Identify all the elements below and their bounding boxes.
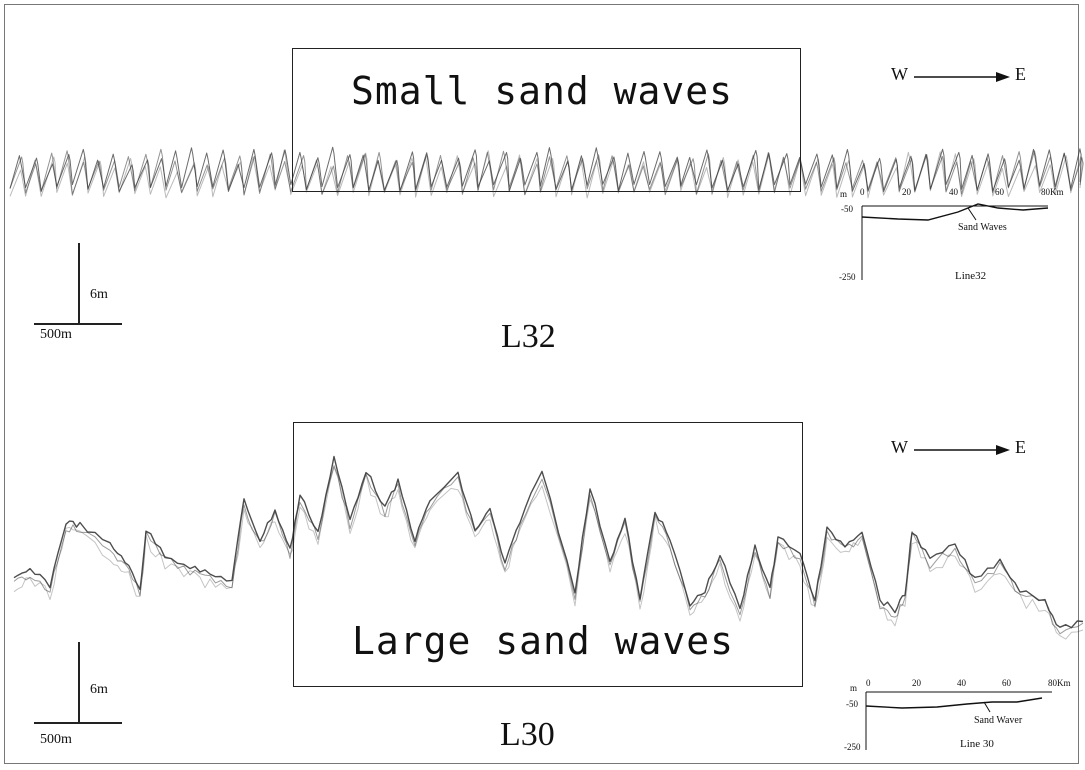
large-sand-wave-trace — [13, 465, 1084, 635]
small-sand-wave-trace — [9, 148, 1084, 196]
small-sand-waves-box: Small sand waves — [292, 48, 801, 192]
east-label: E — [1015, 64, 1026, 84]
inset-x-tick-80: 80Km — [1048, 678, 1071, 688]
location-inset-l32: m 0 20 40 60 80Km -50 -250 Sand Waves Li… — [838, 186, 1078, 286]
inset-annotation: Sand Waver — [974, 715, 1023, 726]
inset-x-tick-20: 20 — [902, 187, 911, 197]
horizontal-scale-label: 500m — [40, 732, 72, 747]
vertical-scale-label: 6m — [90, 287, 108, 302]
inset-unit: m — [850, 683, 858, 693]
inset-x-tick-0: 0 — [860, 187, 865, 197]
inset-x-tick-0: 0 — [866, 678, 871, 688]
scale-bar-l32: 6m 500m — [34, 243, 154, 343]
inset-x-tick-80: 80Km — [1041, 187, 1064, 197]
arrow-right-icon — [914, 445, 1010, 455]
figure-frame — [4, 4, 1079, 764]
large-sand-wave-trace — [13, 466, 1084, 640]
line-name-l32: L32 — [501, 318, 556, 355]
inset-x-tick-20: 20 — [912, 678, 921, 688]
large-sand-wave-trace — [13, 455, 1084, 629]
inset-annotation: Sand Waves — [958, 222, 1007, 233]
line-name-l30: L30 — [500, 716, 555, 753]
inset-unit: m — [840, 189, 848, 199]
small-sand-waves-label: Small sand waves — [351, 69, 734, 113]
direction-indicator-l32: W E — [891, 64, 1031, 90]
west-label: W — [891, 437, 908, 457]
inset-y-tick-50: -50 — [846, 699, 858, 709]
inset-profile-l30 — [865, 691, 1052, 750]
inset-y-tick-50: -50 — [841, 204, 853, 214]
inset-y-tick-250: -250 — [839, 272, 856, 282]
inset-x-tick-60: 60 — [995, 187, 1004, 197]
inset-profile-l32 — [861, 203, 1049, 280]
east-label: E — [1015, 437, 1026, 457]
horizontal-scale-label: 500m — [40, 327, 72, 342]
inset-x-tick-40: 40 — [957, 678, 966, 688]
inset-caption: Line 30 — [960, 738, 994, 750]
west-label: W — [891, 64, 908, 84]
inset-caption: Line32 — [955, 270, 987, 282]
inset-x-tick-40: 40 — [949, 187, 958, 197]
scale-bar-l30: 6m 500m — [34, 642, 154, 752]
inset-x-tick-60: 60 — [1002, 678, 1011, 688]
arrow-right-icon — [914, 72, 1010, 82]
direction-indicator-l30: W E — [891, 437, 1031, 463]
small-sand-wave-trace — [9, 149, 1083, 199]
large-sand-waves-label: Large sand waves — [352, 619, 735, 663]
location-inset-l30: 0 20 40 60 80Km m -50 -250 Sand Waver Li… — [842, 678, 1078, 764]
inset-y-tick-250: -250 — [844, 742, 861, 752]
large-sand-waves-box: Large sand waves — [293, 422, 803, 687]
vertical-scale-label: 6m — [90, 682, 108, 697]
